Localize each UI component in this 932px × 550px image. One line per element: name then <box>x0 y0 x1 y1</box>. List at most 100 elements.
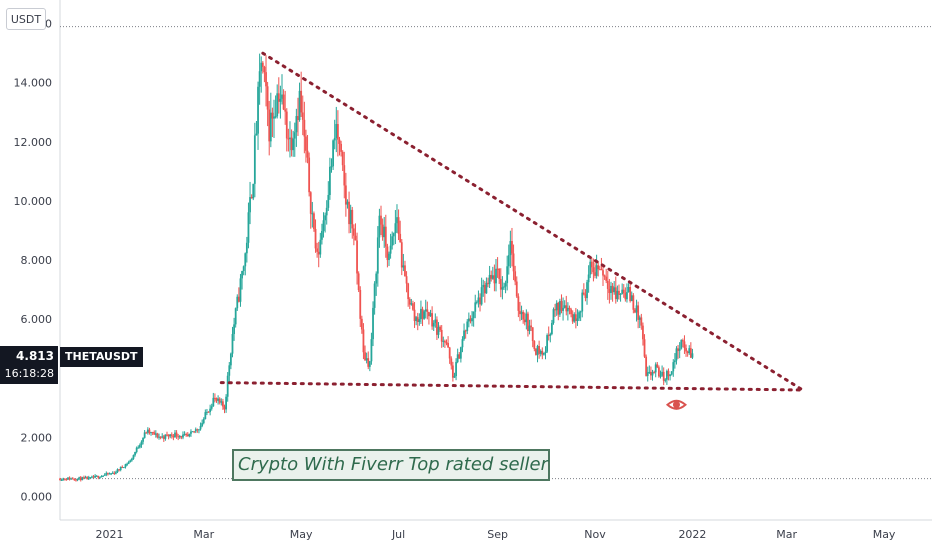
candle-body <box>59 478 61 481</box>
x-tick-label: Mar <box>193 528 214 541</box>
candle-body <box>429 313 432 317</box>
candle-body <box>154 433 157 435</box>
candle-body <box>689 348 692 358</box>
candle-body <box>667 370 670 377</box>
candle-body <box>65 479 68 481</box>
candle-body <box>629 286 632 302</box>
candle-body <box>317 251 320 255</box>
candle-body <box>565 305 568 312</box>
candle-body <box>408 299 411 305</box>
candle-body <box>92 476 95 478</box>
candle-body <box>81 477 84 481</box>
candle-body <box>204 412 207 419</box>
candle-body <box>606 280 609 289</box>
candle-body <box>60 479 63 481</box>
candle-body <box>491 275 494 279</box>
candle-body <box>479 297 481 305</box>
y-tick-label: 10.000 <box>14 195 53 208</box>
candle-body <box>188 433 191 437</box>
candle-body <box>528 325 531 331</box>
candle-body <box>78 477 81 479</box>
candle-body <box>229 353 232 366</box>
candle-body <box>169 434 172 437</box>
candle-body <box>76 478 79 481</box>
currency-label[interactable]: USDT <box>6 8 46 30</box>
candle-body <box>209 408 212 412</box>
candle-body <box>463 330 465 340</box>
candle-body <box>252 183 255 199</box>
candle-body <box>327 194 330 208</box>
candle-body <box>190 431 192 434</box>
trendline <box>219 381 805 392</box>
candle-body <box>340 143 342 152</box>
candle-body <box>260 62 263 72</box>
candle-body <box>592 267 595 273</box>
candle-body <box>562 307 564 311</box>
candle-body <box>467 318 470 322</box>
candle-body <box>344 185 347 205</box>
candle-body <box>220 401 223 403</box>
candle-body <box>271 112 274 119</box>
candle-body <box>432 322 435 327</box>
x-tick-label: 2022 <box>678 528 706 541</box>
candle-body <box>367 358 370 367</box>
candle-body <box>538 346 541 354</box>
candle-body <box>544 351 547 353</box>
candle-body <box>514 271 517 282</box>
candle-body <box>436 319 438 335</box>
candle-body <box>587 274 590 283</box>
x-tick-label: Nov <box>584 528 606 541</box>
candle-body <box>388 253 390 261</box>
candle-body <box>372 307 374 340</box>
candle-body <box>255 133 258 136</box>
candle-body <box>546 335 549 352</box>
candle-body <box>413 309 416 321</box>
candle-body <box>308 157 311 193</box>
candle-body <box>527 313 529 331</box>
candle-body <box>186 434 189 437</box>
candle-body <box>207 411 210 413</box>
candle-body <box>626 292 628 300</box>
candle-body <box>239 278 242 302</box>
candle-body <box>691 353 694 358</box>
candle-body <box>381 224 384 238</box>
candle-body <box>268 109 271 142</box>
candle-body <box>148 429 151 434</box>
candle-body <box>228 365 231 376</box>
candle-body <box>151 431 154 433</box>
candle-body <box>515 281 518 297</box>
candle-body <box>493 275 496 284</box>
candle-body <box>214 397 216 399</box>
candle-body <box>159 436 162 438</box>
candle-body <box>67 477 69 480</box>
candle-body <box>511 241 513 254</box>
candle-body <box>482 284 485 288</box>
candle-body <box>428 311 430 317</box>
candle-body <box>439 326 442 330</box>
y-tick-label: 8.000 <box>21 254 53 267</box>
candle-body <box>471 318 473 322</box>
candle-body <box>594 272 596 276</box>
candle-body <box>126 463 128 465</box>
candle-body <box>94 475 97 478</box>
y-tick-label: 12.000 <box>14 136 53 149</box>
text-annotation[interactable]: Crypto With Fiverr Top rated seller <box>232 449 550 481</box>
candle-body <box>63 478 66 480</box>
candle-body <box>202 418 205 424</box>
candle-body <box>292 138 295 151</box>
candle-body <box>459 347 462 359</box>
candle-body <box>602 270 604 276</box>
candle-body <box>162 436 165 439</box>
candle-body <box>311 213 314 215</box>
candle-body <box>113 472 116 474</box>
candle-body <box>143 432 146 438</box>
candle-body <box>563 305 566 308</box>
candle-body <box>469 318 472 322</box>
candle-body <box>333 137 336 141</box>
candle-body <box>630 295 633 302</box>
candle-body <box>464 330 467 332</box>
candle-body <box>124 464 127 468</box>
candle-body <box>121 466 124 468</box>
candle-body <box>376 237 379 274</box>
